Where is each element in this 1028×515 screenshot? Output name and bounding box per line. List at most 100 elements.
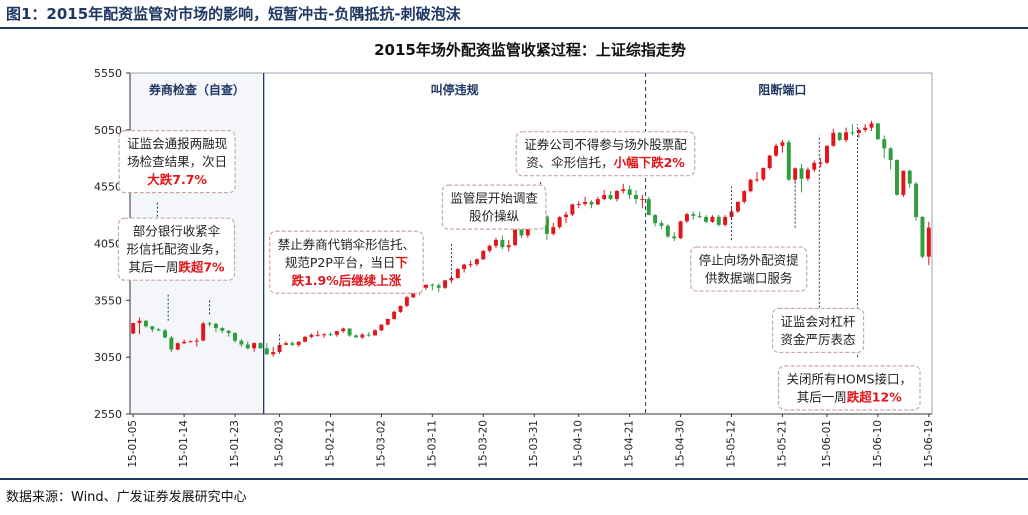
candle bbox=[443, 279, 448, 289]
candle bbox=[805, 167, 810, 181]
annotation-text: 形信托配资业务， bbox=[126, 242, 226, 257]
candle bbox=[697, 211, 702, 219]
candle-body bbox=[239, 340, 244, 345]
candle-body bbox=[907, 170, 912, 184]
candle-body bbox=[258, 343, 263, 349]
candle bbox=[366, 332, 371, 337]
candle bbox=[691, 211, 696, 220]
candle bbox=[640, 194, 645, 209]
candle bbox=[239, 338, 244, 347]
candle bbox=[303, 336, 308, 343]
candle bbox=[188, 340, 193, 343]
phase-backgrounds bbox=[130, 73, 920, 414]
y-tick-label: 4550 bbox=[94, 181, 122, 194]
candle bbox=[735, 201, 740, 213]
x-tick-label: 15-03-02 bbox=[375, 420, 387, 468]
candlestick-chart: 2015年场外配资监管收紧过程：上证综指走势 2550 3050 3550 4050 4… bbox=[94, 41, 935, 468]
candle bbox=[678, 220, 683, 239]
annotation-segment: 小幅下跌2% bbox=[613, 155, 686, 170]
candle-body bbox=[188, 341, 193, 343]
candle bbox=[659, 220, 664, 229]
annotation-segment: 供数据端口服务 bbox=[705, 271, 793, 286]
candle bbox=[704, 215, 709, 224]
candle-body bbox=[742, 191, 747, 202]
candle bbox=[564, 211, 568, 224]
candle bbox=[207, 321, 212, 327]
annotation-text: 跌1.9%后继续上涨 bbox=[292, 273, 402, 288]
candle-body bbox=[150, 326, 155, 330]
candle bbox=[754, 171, 759, 183]
annotation-text: 证监会对杠杆 bbox=[781, 314, 857, 329]
x-axis: 15-01-05 15-01-14 15-01-23 15-02-03 15-02-12… bbox=[127, 414, 935, 468]
annotation-text: 场检查结果，次日 bbox=[127, 154, 227, 169]
candle-body bbox=[544, 216, 549, 234]
candle-body bbox=[901, 170, 906, 195]
x-tick-label: 15-02-03 bbox=[274, 420, 286, 468]
candle bbox=[290, 341, 295, 346]
candle-body bbox=[411, 292, 416, 298]
candle-body bbox=[665, 225, 670, 237]
annotation-segment: 禁止券商代销伞形信托、 bbox=[278, 237, 416, 252]
phase-label-2: 叫停违规 bbox=[431, 82, 479, 97]
annotation-box bbox=[269, 230, 424, 294]
candle bbox=[551, 223, 556, 236]
candle bbox=[328, 332, 333, 337]
candle-body bbox=[914, 183, 919, 218]
candle-body bbox=[875, 123, 880, 140]
phase-label-1: 券商检查（自查） bbox=[148, 82, 245, 97]
candle bbox=[385, 318, 390, 326]
candle bbox=[194, 338, 199, 347]
annotation-segment: 部分银行收紧伞 bbox=[133, 224, 221, 239]
bottom-rule bbox=[0, 478, 1028, 480]
candle-body bbox=[315, 334, 320, 336]
candle bbox=[156, 327, 161, 332]
annotation: 关闭所有HOMS接口， 其后一周跌超12% bbox=[777, 365, 921, 411]
annotation-text: 资、伞形信托，小幅下跌2% bbox=[526, 155, 685, 170]
candle bbox=[634, 190, 638, 204]
candle bbox=[672, 232, 677, 242]
annotation-text: 规范P2P平台，当日下 bbox=[285, 255, 409, 270]
x-tick-label: 15-03-31 bbox=[528, 420, 540, 468]
top-rule bbox=[0, 27, 1028, 29]
y-tick-label: 2550 bbox=[94, 408, 122, 421]
candle-body bbox=[468, 264, 473, 266]
candle-body bbox=[774, 145, 779, 156]
candle-body bbox=[672, 236, 677, 239]
candle-body bbox=[697, 215, 702, 217]
candle-body bbox=[303, 336, 308, 342]
y-tick-label: 3550 bbox=[94, 294, 122, 307]
candle-body bbox=[283, 343, 288, 345]
candle bbox=[462, 263, 467, 273]
candle bbox=[468, 260, 473, 268]
candle-body bbox=[805, 169, 810, 179]
candle-body bbox=[169, 337, 174, 350]
candle-body bbox=[156, 329, 161, 331]
annotation-text: 停止向场外配资提 bbox=[699, 253, 800, 268]
x-tick-label: 15-06-10 bbox=[872, 420, 884, 468]
annotation-segment: 下 bbox=[395, 255, 408, 270]
candle-body bbox=[341, 328, 346, 332]
candle-body bbox=[825, 145, 829, 163]
candle bbox=[742, 190, 747, 204]
annotation-segment: 停止向场外配资提 bbox=[699, 253, 800, 268]
candle-body bbox=[589, 202, 594, 205]
candle-body bbox=[659, 223, 664, 226]
candle bbox=[455, 267, 460, 279]
candle bbox=[786, 140, 791, 181]
candle bbox=[424, 284, 428, 291]
candle bbox=[309, 333, 314, 339]
annotation-box bbox=[441, 184, 547, 230]
candle bbox=[665, 224, 670, 238]
candle bbox=[608, 191, 613, 201]
candle bbox=[315, 330, 320, 337]
candle bbox=[131, 322, 136, 335]
annotation-segment: 股价操纵 bbox=[469, 209, 520, 224]
candle bbox=[818, 158, 823, 168]
x-tick-label: 15-05-12 bbox=[726, 420, 738, 468]
candle bbox=[494, 237, 498, 249]
candle-body bbox=[175, 343, 180, 350]
